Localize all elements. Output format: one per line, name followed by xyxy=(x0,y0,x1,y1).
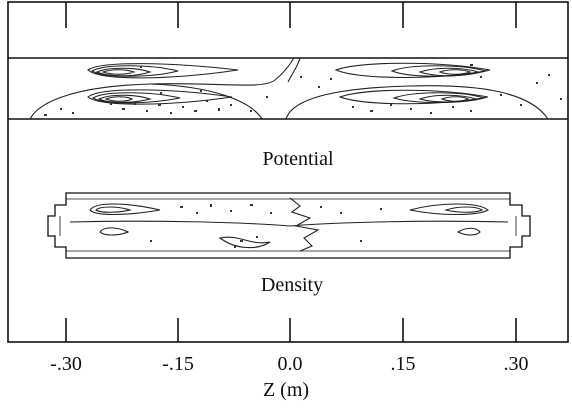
top-ticks xyxy=(65,2,517,28)
density-contour-plot xyxy=(47,192,531,259)
plot-frame xyxy=(7,1,569,343)
tick-label-p030: .30 xyxy=(503,353,529,375)
x-axis-label: Z (m) xyxy=(262,379,310,401)
bottom-ticks xyxy=(65,318,517,342)
potential-right-contours xyxy=(285,57,549,120)
potential-left-contours xyxy=(29,57,295,120)
density-noise xyxy=(150,204,382,248)
tick-label-000: 0.0 xyxy=(277,353,303,375)
tick-label-m015: -.15 xyxy=(162,353,194,375)
density-outline xyxy=(47,192,531,259)
potential-panel-label: Potential xyxy=(262,148,334,170)
potential-noise xyxy=(44,64,562,116)
tick-label-m030: -.30 xyxy=(50,353,82,375)
density-contours xyxy=(69,197,509,252)
density-panel-label: Density xyxy=(260,274,324,296)
tick-label-p015: .15 xyxy=(390,353,416,375)
potential-contour-plot xyxy=(8,57,568,120)
